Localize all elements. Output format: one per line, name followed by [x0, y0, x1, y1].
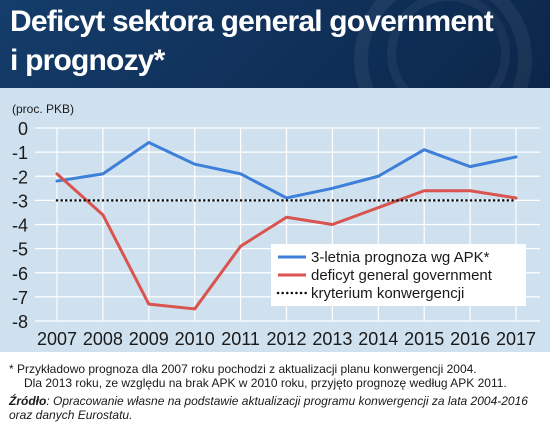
legend-label-1: 3-letnia prognoza wg APK*	[311, 249, 490, 266]
x-tick-label: 2011	[221, 329, 260, 349]
header-banner: Deficyt sektora general government i pro…	[0, 0, 550, 88]
x-tick-label: 2012	[266, 329, 306, 349]
x-tick-label: 2008	[83, 329, 123, 349]
y-axis-label: (proc. PKB)	[12, 102, 74, 116]
y-tick-label: -4	[12, 216, 28, 236]
x-tick-label: 2013	[312, 329, 352, 349]
x-tick-label: 2017	[496, 329, 536, 349]
legend-label-2: deficyt general government	[311, 267, 493, 284]
x-tick-label: 2015	[404, 329, 444, 349]
line-chart: (proc. PKB) 0 -1 -2 -3 -4 -5 -6 -7 -8 2007 2008 20…	[12, 102, 540, 349]
y-tick-label: -8	[12, 312, 28, 332]
y-tick-label: -3	[12, 191, 28, 211]
y-tick-label: -1	[12, 143, 28, 163]
title-line-2: i prognozy*	[10, 44, 165, 77]
footnote-line-2: Dla 2013 roku, ze względu na brak APK w …	[24, 376, 507, 390]
source-line-1: Źródło: Opracowanie własne na podstawie …	[9, 394, 544, 409]
footer	[0, 352, 550, 432]
footnote-line-1: * Przykładowo prognoza dla 2007 roku poc…	[9, 362, 477, 376]
x-tick-label: 2007	[37, 329, 77, 349]
legend-label-3: kryterium konwergencji	[311, 285, 464, 302]
y-tick-label: -7	[12, 288, 28, 308]
page-title: Deficyt sektora general government i pro…	[10, 2, 546, 80]
y-tick-label: -5	[12, 240, 28, 260]
decorative-swirl-inner	[387, 0, 510, 88]
x-tick-label: 2009	[129, 329, 169, 349]
y-tick-label: 0	[18, 119, 28, 139]
legend-box	[271, 244, 526, 306]
source-line-2: oraz danych Eurostatu.	[9, 408, 133, 422]
chart-panel	[0, 88, 550, 352]
y-tick-label: -6	[12, 264, 28, 284]
title-line-1: Deficyt sektora general government	[10, 5, 494, 38]
x-tick-label: 2010	[175, 329, 215, 349]
source-label: Źródło	[9, 394, 47, 408]
x-tick-label: 2014	[358, 329, 398, 349]
y-tick-label: -2	[12, 167, 28, 187]
x-tick-label: 2016	[450, 329, 490, 349]
source-text-1: : Opracowanie własne na podstawie aktual…	[46, 394, 528, 408]
